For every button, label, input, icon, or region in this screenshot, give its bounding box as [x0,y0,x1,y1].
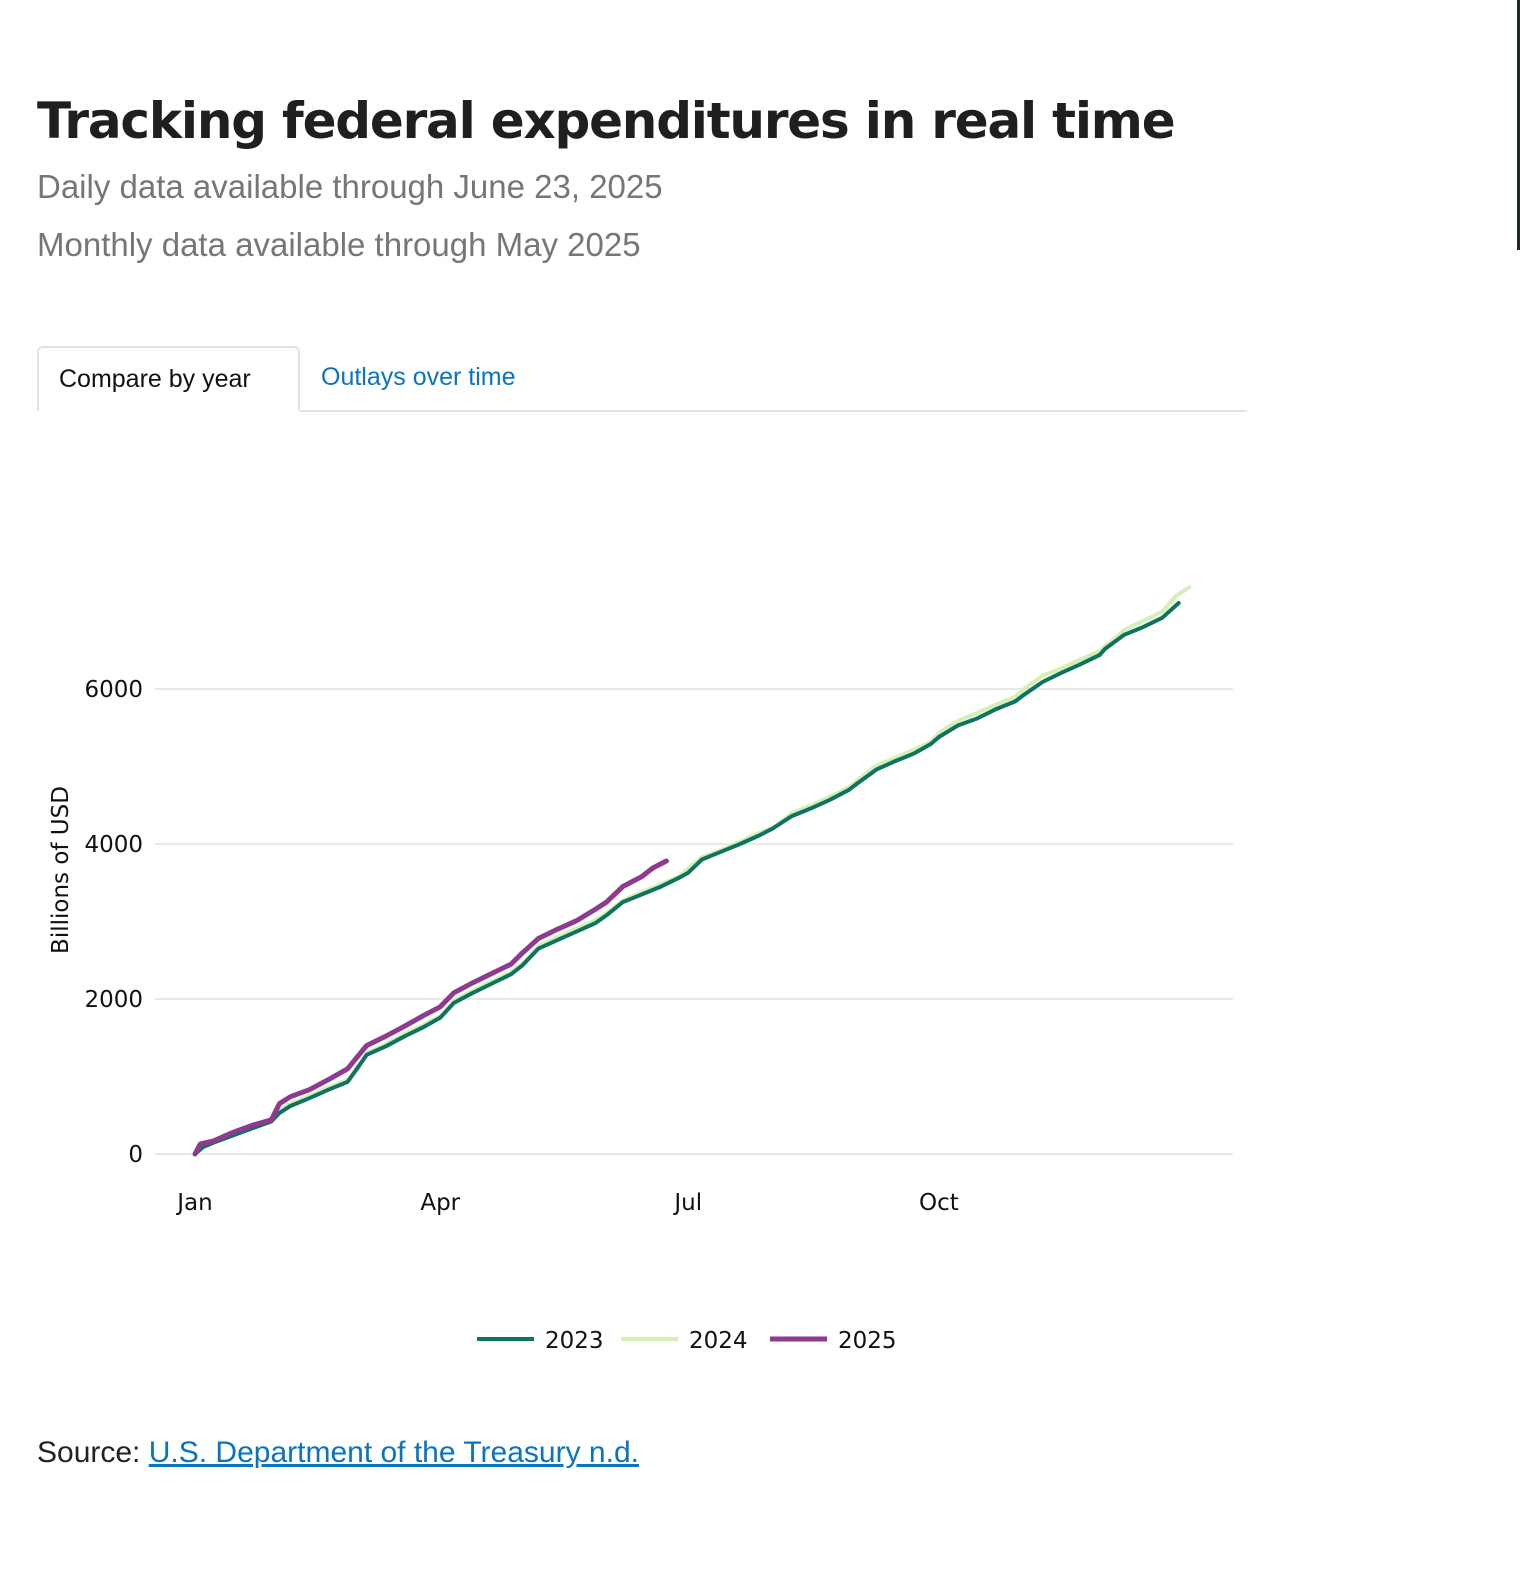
y-tick-label: 2000 [84,987,143,1013]
y-tick-label: 6000 [84,677,143,703]
y-tick-label: 0 [128,1142,143,1168]
grid-lines [155,688,1233,1155]
chart-tabs: Compare by year Outlays over time [37,346,1247,412]
y-axis-ticks: 0 2000 4000 6000 [84,677,143,1168]
expenditure-chart: 0 2000 4000 6000 Jan Apr Jul Oct Billions of U… [48,585,1233,1354]
legend-item-2024[interactable]: 2024 [621,1328,748,1354]
legend-item-2025[interactable]: 2025 [770,1328,897,1354]
y-tick-label: 4000 [84,832,143,858]
x-tick-label: Jul [672,1190,702,1216]
legend: 2023 2024 2025 [477,1328,897,1354]
source-label: Source: [37,1436,149,1469]
source-note: Source: U.S. Department of the Treasury … [37,1436,639,1470]
source-link[interactable]: U.S. Department of the Treasury n.d. [148,1436,639,1469]
window-edge [1517,0,1520,250]
series-lines [192,585,1192,1157]
legend-label: 2024 [689,1328,748,1354]
series-line-2025 [192,858,669,1157]
series-line-2023 [193,601,1181,1156]
page-title: Tracking federal expenditures in real ti… [37,92,1176,150]
tab-compare-by-year[interactable]: Compare by year [37,346,300,412]
monthly-data-note: Monthly data available through May 2025 [37,226,641,263]
x-tick-label: Apr [420,1190,460,1216]
legend-item-2023[interactable]: 2023 [477,1328,604,1354]
x-axis-ticks: Jan Apr Jul Oct [175,1190,959,1216]
legend-label: 2025 [838,1328,897,1354]
legend-label: 2023 [545,1328,604,1354]
tab-outlays-over-time[interactable]: Outlays over time [321,363,516,391]
x-tick-label: Oct [919,1190,959,1216]
x-tick-label: Jan [175,1190,212,1216]
y-axis-label: Billions of USD [48,786,74,954]
daily-data-note: Daily data available through June 23, 20… [37,168,663,205]
